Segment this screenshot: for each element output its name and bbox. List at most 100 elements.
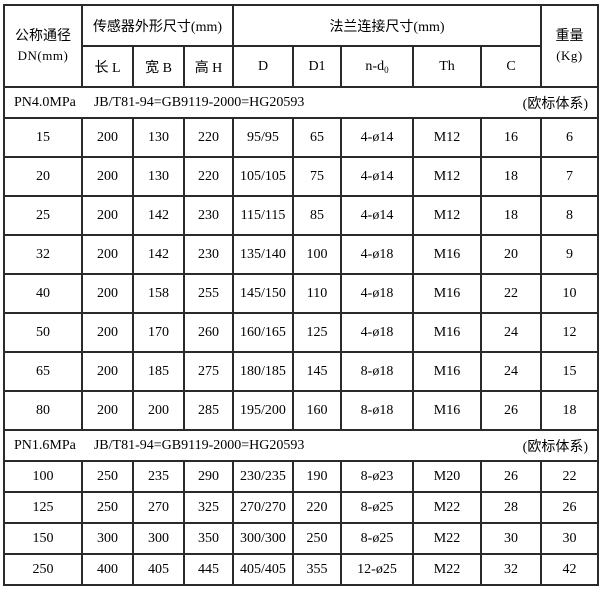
pressure-section-row: PN1.6MPa JB/T81-94=GB9119-2000=HG20593 (欧标… xyxy=(3,429,599,462)
c-cell: 18 xyxy=(480,195,542,236)
dn-cell: 40 xyxy=(3,273,83,314)
table-row: 80 200 200 285 195/200 160 8-ø18 M16 26 18 xyxy=(3,390,599,431)
length-cell: 200 xyxy=(81,312,134,353)
width-cell: 158 xyxy=(132,273,185,314)
th-cell: M16 xyxy=(412,390,482,431)
c-cell: 24 xyxy=(480,312,542,353)
dn-cell: 20 xyxy=(3,156,83,197)
header-weight-cn: 重量 xyxy=(555,29,584,44)
header-length-l: 长 L xyxy=(81,45,134,88)
th-cell: M12 xyxy=(412,156,482,197)
height-cell: 445 xyxy=(183,553,234,586)
weight-cell: 10 xyxy=(540,273,599,314)
d-cell: 105/105 xyxy=(232,156,294,197)
d1-cell: 85 xyxy=(292,195,342,236)
height-cell: 350 xyxy=(183,522,234,555)
pressure-rating-label: PN1.6MPa xyxy=(14,437,76,453)
header-height-h: 高 H xyxy=(183,45,234,88)
header-th: Th xyxy=(412,45,482,88)
th-cell: M20 xyxy=(412,460,482,493)
d1-cell: 145 xyxy=(292,351,342,392)
dn-cell: 125 xyxy=(3,491,83,524)
dn-cell: 250 xyxy=(3,553,83,586)
header-n-d0-base: n-d xyxy=(365,58,385,74)
th-cell: M16 xyxy=(412,234,482,275)
table-row: 20 200 130 220 105/105 75 4-ø14 M12 18 7 xyxy=(3,156,599,197)
c-cell: 22 xyxy=(480,273,542,314)
header-width-b: 宽 B xyxy=(132,45,185,88)
d1-cell: 190 xyxy=(292,460,342,493)
dn-cell: 80 xyxy=(3,390,83,431)
bolt-holes-cell: 8-ø25 xyxy=(340,491,414,524)
length-cell: 200 xyxy=(81,234,134,275)
header-d1: D1 xyxy=(292,45,342,88)
height-cell: 230 xyxy=(183,234,234,275)
d-cell: 160/165 xyxy=(232,312,294,353)
d-cell: 145/150 xyxy=(232,273,294,314)
header-nominal-diameter-cn: 公称通径 xyxy=(15,29,71,44)
weight-cell: 22 xyxy=(540,460,599,493)
weight-cell: 6 xyxy=(540,117,599,158)
th-cell: M22 xyxy=(412,553,482,586)
weight-cell: 30 xyxy=(540,522,599,555)
th-cell: M16 xyxy=(412,312,482,353)
bolt-holes-cell: 4-ø14 xyxy=(340,156,414,197)
length-cell: 300 xyxy=(81,522,134,555)
width-cell: 300 xyxy=(132,522,185,555)
d1-cell: 100 xyxy=(292,234,342,275)
d-cell: 135/140 xyxy=(232,234,294,275)
d1-cell: 250 xyxy=(292,522,342,555)
standard-system-note: (欧标体系) xyxy=(522,96,588,112)
pressure-section-cell: PN4.0MPa JB/T81-94=GB9119-2000=HG20593 (欧标… xyxy=(3,86,599,119)
length-cell: 400 xyxy=(81,553,134,586)
height-cell: 220 xyxy=(183,156,234,197)
standard-system-note: (欧标体系) xyxy=(522,439,588,455)
dn-cell: 25 xyxy=(3,195,83,236)
c-cell: 32 xyxy=(480,553,542,586)
dn-cell: 100 xyxy=(3,460,83,493)
width-cell: 235 xyxy=(132,460,185,493)
d-cell: 270/270 xyxy=(232,491,294,524)
pressure-section-content: PN4.0MPa JB/T81-94=GB9119-2000=HG20593 (欧标… xyxy=(6,93,596,113)
table-row: 50 200 170 260 160/165 125 4-ø18 M16 24 12 xyxy=(3,312,599,353)
c-cell: 28 xyxy=(480,491,542,524)
d-cell: 115/115 xyxy=(232,195,294,236)
pressure-rating-label: PN4.0MPa xyxy=(14,94,76,110)
height-cell: 260 xyxy=(183,312,234,353)
header-d: D xyxy=(232,45,294,88)
width-cell: 130 xyxy=(132,117,185,158)
header-weight: 重量 (Kg) xyxy=(540,4,599,88)
width-cell: 170 xyxy=(132,312,185,353)
bolt-holes-cell: 8-ø23 xyxy=(340,460,414,493)
d-cell: 405/405 xyxy=(232,553,294,586)
d-cell: 180/185 xyxy=(232,351,294,392)
th-cell: M22 xyxy=(412,522,482,555)
width-cell: 142 xyxy=(132,234,185,275)
d1-cell: 75 xyxy=(292,156,342,197)
dn-cell: 150 xyxy=(3,522,83,555)
width-cell: 200 xyxy=(132,390,185,431)
height-cell: 255 xyxy=(183,273,234,314)
th-cell: M16 xyxy=(412,273,482,314)
th-cell: M12 xyxy=(412,117,482,158)
length-cell: 250 xyxy=(81,491,134,524)
d-cell: 195/200 xyxy=(232,390,294,431)
dn-cell: 50 xyxy=(3,312,83,353)
dn-cell: 15 xyxy=(3,117,83,158)
d1-cell: 110 xyxy=(292,273,342,314)
weight-cell: 12 xyxy=(540,312,599,353)
length-cell: 200 xyxy=(81,117,134,158)
header-c: C xyxy=(480,45,542,88)
bolt-holes-cell: 4-ø14 xyxy=(340,195,414,236)
table-row: 15 200 130 220 95/95 65 4-ø14 M12 16 6 xyxy=(3,117,599,158)
height-cell: 285 xyxy=(183,390,234,431)
d1-cell: 220 xyxy=(292,491,342,524)
d-cell: 95/95 xyxy=(232,117,294,158)
table-row: 40 200 158 255 145/150 110 4-ø18 M16 22 10 xyxy=(3,273,599,314)
table-row: 32 200 142 230 135/140 100 4-ø18 M16 20 9 xyxy=(3,234,599,275)
table-row: 250 400 405 445 405/405 355 12-ø25 M22 32 42 xyxy=(3,553,599,586)
c-cell: 20 xyxy=(480,234,542,275)
header-sensor-dimensions-group: 传感器外形尺寸(mm) xyxy=(81,4,234,47)
pressure-section-cell: PN1.6MPa JB/T81-94=GB9119-2000=HG20593 (欧标… xyxy=(3,429,599,462)
